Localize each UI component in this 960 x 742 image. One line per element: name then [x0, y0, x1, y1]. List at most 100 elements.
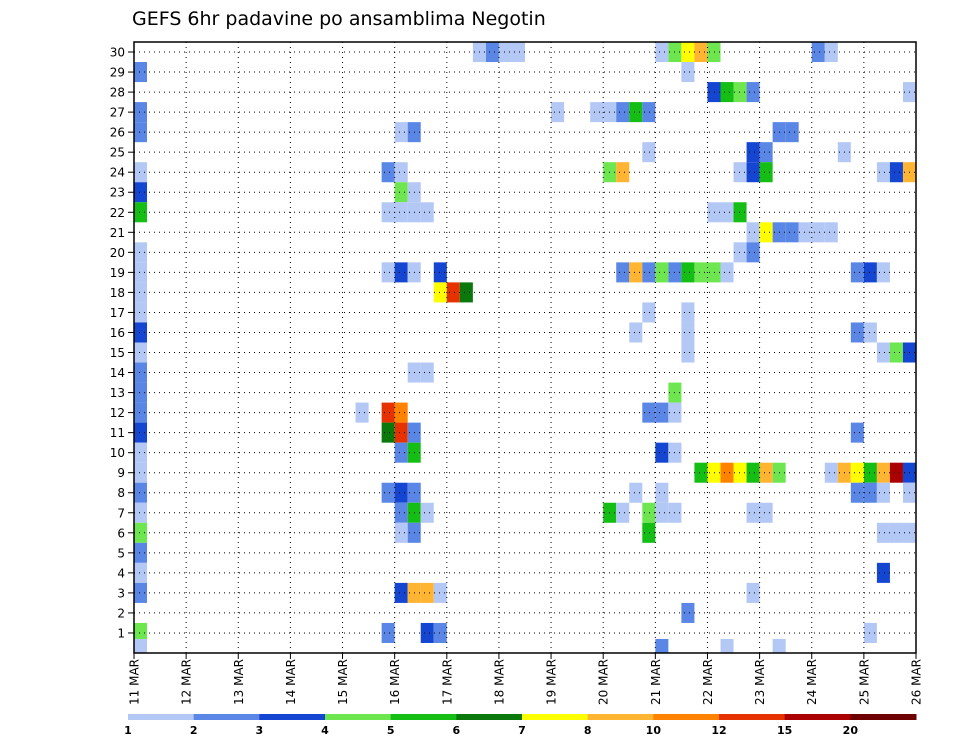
precip-cell	[850, 462, 864, 483]
precip-cell	[616, 502, 630, 523]
y-tick-label: 17	[110, 306, 125, 320]
y-tick-label: 30	[110, 46, 125, 60]
precip-cell	[746, 162, 760, 183]
y-tick-label: 3	[117, 586, 125, 600]
x-tick-label: 24 MAR	[805, 659, 819, 705]
precip-cell	[863, 322, 877, 343]
colorbar-swatch	[587, 714, 654, 720]
colorbar-swatch	[259, 714, 326, 720]
precip-cell	[655, 42, 669, 63]
y-tick-label: 9	[117, 466, 125, 480]
y-tick-label: 20	[110, 246, 125, 260]
precip-cell	[446, 282, 460, 303]
precip-cell	[394, 402, 408, 423]
x-tick-label: 26 MAR	[910, 659, 924, 705]
colorbar-swatch	[193, 714, 260, 720]
x-tick-label: 16 MAR	[388, 659, 402, 705]
precip-cell	[681, 322, 695, 343]
precip-cell	[642, 522, 656, 543]
precip-cell	[655, 442, 669, 463]
precip-cell	[876, 262, 890, 283]
precip-cell	[785, 122, 799, 143]
colorbar-label: 2	[190, 724, 198, 737]
colorbar-swatch	[128, 714, 195, 720]
precip-cell	[720, 82, 734, 103]
y-tick-label: 23	[110, 186, 125, 200]
precip-cell	[707, 202, 721, 223]
x-tick-label: 19 MAR	[545, 659, 559, 705]
precip-cell	[134, 62, 148, 83]
precip-cell	[798, 222, 812, 243]
precip-cell	[759, 162, 773, 183]
precip-cell	[394, 502, 408, 523]
precip-cell	[642, 102, 656, 123]
precip-cell	[134, 502, 148, 523]
precip-cell	[134, 162, 148, 183]
precip-cells	[134, 42, 916, 653]
precip-cell	[394, 482, 408, 503]
precip-cell	[694, 462, 708, 483]
precip-cell	[134, 242, 148, 263]
precip-cell	[720, 262, 734, 283]
precip-cell	[642, 142, 656, 163]
y-tick-label: 1	[117, 626, 125, 640]
precip-cell	[642, 262, 656, 283]
precip-cell	[876, 482, 890, 503]
x-tick-label: 12 MAR	[180, 659, 194, 705]
colorbar-swatch	[390, 714, 457, 720]
precip-cell	[394, 582, 408, 603]
grid-lines	[134, 42, 916, 653]
precip-cell	[733, 202, 747, 223]
precip-cell	[746, 582, 760, 603]
y-tick-label: 26	[110, 126, 125, 140]
precip-cell	[616, 262, 630, 283]
precip-cell	[134, 442, 148, 463]
y-tick-label: 19	[110, 266, 125, 280]
precip-cell	[707, 262, 721, 283]
precip-cell	[863, 482, 877, 503]
precip-cell	[551, 102, 565, 123]
precip-cell	[850, 482, 864, 503]
x-tick-label: 25 MAR	[857, 659, 871, 705]
precip-cell	[889, 522, 903, 543]
precip-cell	[134, 382, 148, 403]
precip-cell	[134, 638, 148, 653]
precip-cell	[134, 302, 148, 323]
x-axis: 11 MAR 12 MAR 13 MAR 14 MAR 15 MAR 16 MAR 17 M…	[128, 653, 924, 705]
precip-cell	[733, 242, 747, 263]
precip-cell	[655, 502, 669, 523]
colorbar-swatch	[653, 714, 720, 720]
x-tick-label: 20 MAR	[597, 659, 611, 705]
precip-cell	[134, 362, 148, 383]
precip-cell	[850, 322, 864, 343]
precip-cell	[134, 262, 148, 283]
colorbar-swatch	[719, 714, 786, 720]
x-tick-label: 15 MAR	[336, 659, 350, 705]
precip-cell	[876, 522, 890, 543]
precip-cell	[433, 262, 447, 283]
precip-cell	[381, 262, 395, 283]
precip-cell	[759, 222, 773, 243]
precip-cell	[381, 422, 395, 443]
precip-cell	[134, 542, 148, 563]
precip-cell	[876, 162, 890, 183]
precip-cell	[694, 262, 708, 283]
precip-cell	[681, 602, 695, 623]
precip-cell	[681, 302, 695, 323]
colorbar-label: 7	[518, 724, 526, 737]
precip-cell	[420, 622, 434, 643]
y-tick-label: 21	[110, 226, 125, 240]
precip-cell	[629, 482, 643, 503]
precip-cell	[134, 182, 148, 203]
colorbar-label: 20	[843, 724, 859, 737]
precip-cell	[746, 242, 760, 263]
y-tick-label: 7	[117, 506, 125, 520]
precip-cell	[394, 442, 408, 463]
x-tick-label: 21 MAR	[649, 659, 663, 705]
y-tick-label: 29	[110, 66, 125, 80]
precip-cell	[759, 502, 773, 523]
y-tick-label: 15	[110, 346, 125, 360]
colorbar-label: 12	[711, 724, 726, 737]
precip-cell	[746, 502, 760, 523]
precip-cell	[433, 282, 447, 303]
